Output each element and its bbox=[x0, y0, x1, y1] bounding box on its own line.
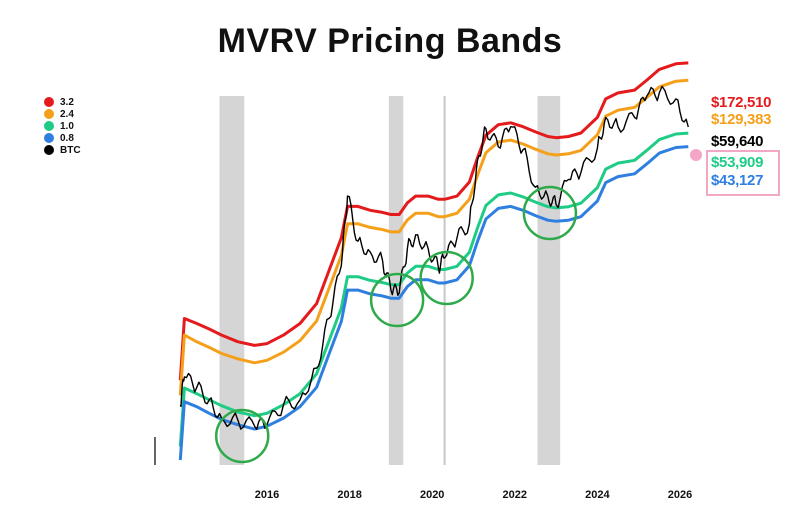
shaded-period bbox=[219, 96, 245, 465]
x-tick-label: 2024 bbox=[585, 489, 610, 501]
highlight-circle bbox=[419, 250, 474, 306]
highlight-circle bbox=[522, 185, 578, 241]
x-tick-label: 2018 bbox=[337, 489, 361, 501]
price-label-2-4: $129,383 bbox=[711, 111, 772, 128]
series-line-1-0 bbox=[178, 131, 689, 447]
series-line-btc bbox=[179, 85, 689, 431]
legend-swatch bbox=[44, 109, 54, 119]
x-tick-label: 2016 bbox=[255, 489, 279, 501]
legend-swatch bbox=[44, 133, 54, 143]
series-line-2-4 bbox=[178, 78, 689, 396]
legend-label: 2.4 bbox=[60, 108, 74, 120]
x-tick-label: 2026 bbox=[668, 489, 692, 501]
legend-swatch bbox=[44, 121, 54, 131]
shaded-period bbox=[388, 96, 404, 465]
series-line-0-8 bbox=[178, 145, 689, 461]
legend-item: 3.2 bbox=[44, 96, 81, 108]
price-label-1-0: $53,909 bbox=[711, 154, 764, 171]
x-tick-label: 2022 bbox=[503, 489, 527, 501]
series-line-3-2 bbox=[178, 61, 689, 381]
legend-label: 3.2 bbox=[60, 96, 74, 108]
x-tick-label: 2020 bbox=[420, 489, 444, 501]
price-label-btc: $59,640 bbox=[711, 133, 764, 150]
legend: 3.2 2.4 1.0 0.8 BTC bbox=[44, 96, 81, 156]
current-btc-dot bbox=[690, 149, 702, 161]
legend-swatch bbox=[44, 145, 54, 155]
legend-label: BTC bbox=[60, 144, 81, 156]
legend-item: BTC bbox=[44, 144, 81, 156]
current-price-highlight-box bbox=[706, 150, 780, 196]
legend-swatch bbox=[44, 97, 54, 107]
price-label-3-2: $172,510 bbox=[711, 94, 772, 111]
legend-item: 1.0 bbox=[44, 120, 81, 132]
highlight-circle bbox=[369, 272, 425, 328]
legend-label: 0.8 bbox=[60, 132, 74, 144]
price-label-0-8: $43,127 bbox=[711, 172, 764, 189]
legend-label: 1.0 bbox=[60, 120, 74, 132]
legend-item: 0.8 bbox=[44, 132, 81, 144]
highlight-circle bbox=[214, 408, 270, 464]
legend-item: 2.4 bbox=[44, 108, 81, 120]
chart-title: MVRV Pricing Bands bbox=[217, 22, 563, 60]
